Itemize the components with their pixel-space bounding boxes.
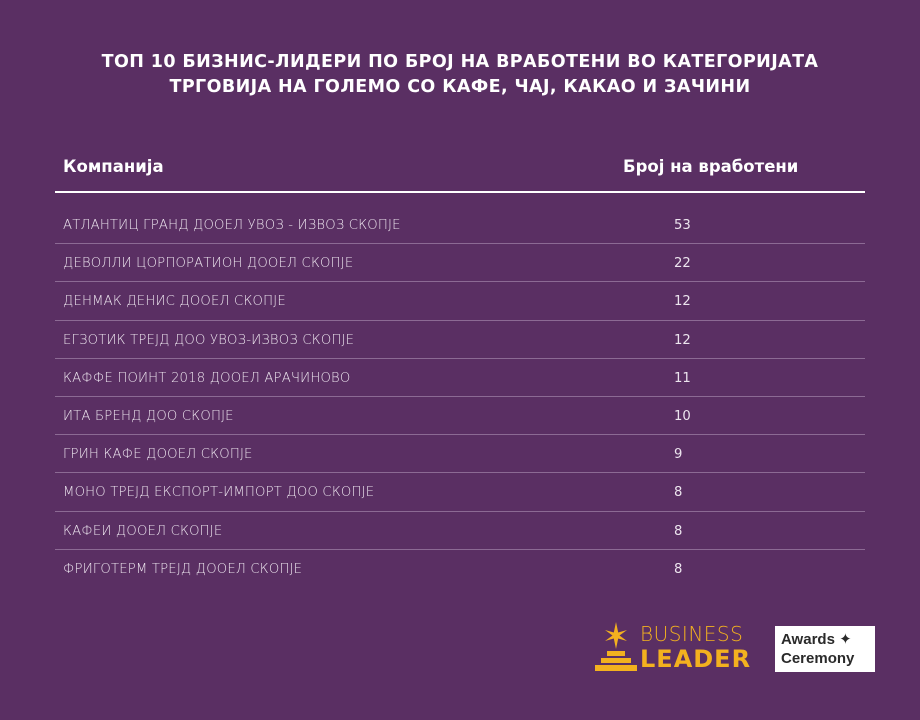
company-name: ФРИГОТЕРМ ТРЕЈД ДООЕЛ СКОПЈЕ: [63, 561, 303, 577]
wordmark-line-2: LEADER: [640, 645, 752, 673]
table-row: ЕГЗОТИК ТРЕЈД ДОО УВОЗ-ИЗВОЗ СКОПЈЕ 12: [55, 321, 865, 359]
wordmark-line-1: BUSINESS: [640, 622, 744, 646]
company-name: ДЕНМАК ДЕНИС ДООЕЛ СКОПЈЕ: [63, 294, 286, 310]
table-row: АТЛАНТИЦ ГРАНД ДООЕЛ УВОЗ - ИЗВОЗ СКОПЈЕ…: [55, 206, 865, 245]
title-line-1: ТОП 10 БИЗНИС-ЛИДЕРИ ПО БРОЈ НА ВРАБОТЕН…: [101, 52, 819, 72]
employee-count: 12: [674, 332, 691, 348]
employee-count: 8: [674, 485, 683, 501]
company-name: АТЛАНТИЦ ГРАНД ДООЕЛ УВОЗ - ИЗВОЗ СКОПЈЕ: [63, 218, 401, 233]
awards-label: Awards ✦: [781, 631, 852, 648]
company-name: ДЕВОЛЛИ ЦОРПОРАТИОН ДООЕЛ СКОПЈЕ: [63, 256, 354, 272]
table-row: ИТА БРЕНД ДОО СКОПЈЕ 10: [55, 397, 865, 436]
employee-count: 8: [674, 561, 683, 577]
table-row: ФРИГОТЕРМ ТРЕЈД ДООЕЛ СКОПЈЕ 8: [55, 550, 865, 587]
table-body: АТЛАНТИЦ ГРАНД ДООЕЛ УВОЗ - ИЗВОЗ СКОПЈЕ…: [55, 206, 865, 587]
employee-count: 12: [674, 294, 691, 310]
table-row: ДЕВОЛЛИ ЦОРПОРАТИОН ДООЕЛ СКОПЈЕ 22: [55, 244, 865, 283]
business-leader-logo: BUSINESS LEADER Awards ✦ Ceremony: [593, 620, 878, 680]
company-name: МОНО ТРЕЈД ЕКСПОРТ-ИМПОРТ ДОО СКОПЈЕ: [63, 485, 375, 501]
company-name: КАФЕИ ДООЕЛ СКОПЈЕ: [63, 523, 223, 539]
column-header-employees: Број на вработени: [623, 157, 799, 176]
table-row: КАФЕИ ДООЕЛ СКОПЈЕ 8: [55, 512, 865, 550]
leaders-table: Компанија Број на вработени АТЛАНТИЦ ГРА…: [55, 150, 865, 587]
star-podium-icon: [595, 622, 637, 671]
table-row: ДЕНМАК ДЕНИС ДООЕЛ СКОПЈЕ 12: [55, 282, 865, 321]
employee-count: 8: [674, 523, 683, 539]
table-header: Компанија Број на вработени: [55, 150, 865, 193]
employee-count: 9: [674, 447, 683, 463]
company-name: ЕГЗОТИК ТРЕЈД ДОО УВОЗ-ИЗВОЗ СКОПЈЕ: [63, 332, 355, 348]
employee-count: 22: [674, 256, 691, 272]
title-line-2: ТРГОВИЈА НА ГОЛЕМО СО КАФЕ, ЧАЈ, КАКАО И…: [169, 77, 751, 97]
business-leader-wordmark: BUSINESS LEADER: [640, 622, 751, 672]
awards-ceremony-badge: Awards ✦ Ceremony: [775, 626, 875, 672]
page-title: ТОП 10 БИЗНИС-ЛИДЕРИ ПО БРОЈ НА ВРАБОТЕН…: [0, 50, 920, 100]
employee-count: 11: [674, 370, 691, 386]
employee-count: 53: [674, 218, 691, 233]
ceremony-label: Ceremony: [781, 650, 855, 667]
company-name: КАФФЕ ПОИНТ 2018 ДООЕЛ АРАЧИНОВО: [63, 370, 351, 386]
employee-count: 10: [674, 408, 691, 424]
table-row: ГРИН КАФЕ ДООЕЛ СКОПЈЕ 9: [55, 435, 865, 474]
table-row: КАФФЕ ПОИНТ 2018 ДООЕЛ АРАЧИНОВО 11: [55, 359, 865, 397]
company-name: ИТА БРЕНД ДОО СКОПЈЕ: [63, 408, 234, 424]
table-row: МОНО ТРЕЈД ЕКСПОРТ-ИМПОРТ ДОО СКОПЈЕ 8: [55, 473, 865, 512]
company-name: ГРИН КАФЕ ДООЕЛ СКОПЈЕ: [63, 447, 253, 463]
column-header-company: Компанија: [63, 157, 164, 176]
